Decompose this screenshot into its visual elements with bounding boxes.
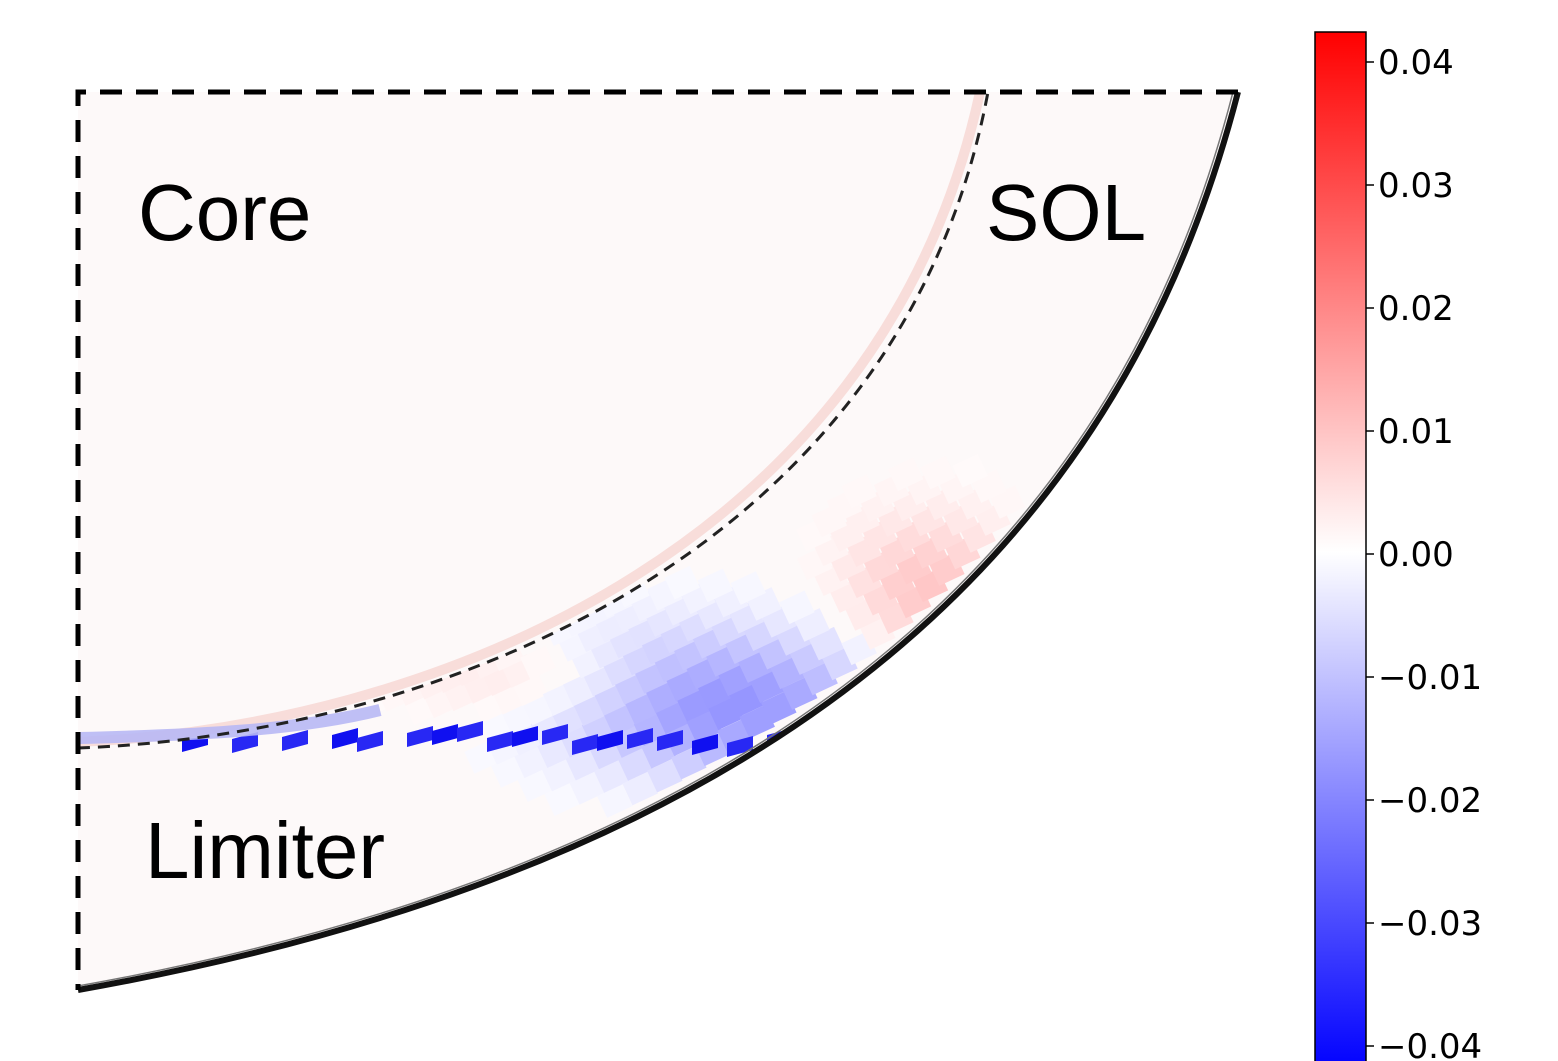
field-cell-negative (572, 734, 598, 755)
field-cell-negative (332, 728, 358, 749)
colorbar-tick-label: 0.02 (1378, 289, 1454, 329)
field-cell-negative (432, 724, 458, 745)
field-cell-negative (457, 721, 483, 742)
field-cell (520, 645, 556, 680)
field-cell (730, 571, 767, 605)
field-cell-negative (407, 726, 433, 747)
domain-fill (78, 92, 1238, 990)
field-cell-negative (512, 726, 538, 747)
domain-box (75, 89, 1238, 990)
field-cell (697, 568, 733, 603)
field-cell (779, 590, 815, 625)
field-cell (617, 747, 654, 781)
field-cell (920, 455, 956, 490)
wall-line (77, 91, 1241, 993)
sol-label: SOL (986, 168, 1146, 257)
field-plot (75, 89, 1241, 993)
field-cells (182, 454, 1026, 818)
field-cell-negative (542, 724, 568, 745)
field-cell (622, 771, 658, 806)
field-cell (544, 782, 580, 816)
colorbar: 0.04 0.03 0.02 0.01 0.00 −0.01 −0.02 −0.03 −0.04 (1314, 31, 1482, 1061)
field-cell (841, 474, 877, 508)
field-cell-negative (487, 731, 513, 752)
field-cell-negative (282, 730, 308, 751)
core-label: Core (138, 168, 311, 257)
field-cell-negative (657, 730, 683, 751)
limiter-label: Limiter (145, 806, 385, 895)
field-cell (596, 784, 633, 818)
colorbar-tick-label: −0.04 (1378, 1027, 1482, 1061)
separatrix-line (77, 91, 990, 750)
field-cell-negative (692, 734, 718, 755)
field-cell (593, 759, 630, 793)
field-cell (664, 565, 700, 600)
colorbar-tick-label: −0.03 (1378, 904, 1482, 944)
field-cell-negative (627, 728, 653, 749)
colorbar-tick-label: 0.04 (1378, 43, 1454, 83)
colorbar-tick-label: −0.01 (1378, 658, 1482, 698)
field-cell (952, 454, 988, 488)
wall-line-inner (77, 91, 1234, 987)
colorbar-tick-label: 0.01 (1378, 412, 1454, 452)
separatrix-band (78, 92, 985, 747)
colorbar-gradient (1314, 31, 1367, 1061)
field-cell-negative (597, 730, 623, 751)
field-cell (647, 758, 683, 793)
field-cell-negative (357, 731, 383, 752)
field-cell (671, 745, 707, 780)
colorbar-ticks: 0.04 0.03 0.02 0.01 0.00 −0.01 −0.02 −0.03 −0.04 (1366, 43, 1482, 1061)
field-cell (569, 771, 605, 805)
colorbar-tick-label: −0.02 (1378, 781, 1482, 821)
colorbar-tick-label: 0.00 (1378, 535, 1454, 575)
field-cell (887, 457, 924, 492)
field-cell-negative (232, 732, 258, 753)
colorbar-tick-label: 0.03 (1378, 166, 1454, 206)
